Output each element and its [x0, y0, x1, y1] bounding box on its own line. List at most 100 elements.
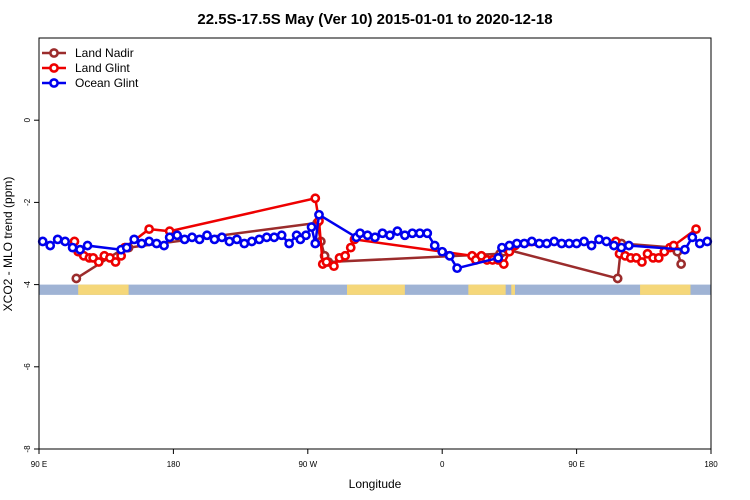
data-point [601, 236, 612, 247]
data-point [67, 242, 78, 253]
data-point [284, 238, 295, 249]
data-point [623, 240, 634, 251]
data-point [164, 232, 175, 243]
data-point [136, 238, 147, 249]
data-point [676, 259, 687, 269]
data-point [653, 252, 664, 263]
data-point [314, 209, 324, 220]
data-point [498, 259, 509, 269]
data-point [144, 224, 155, 235]
data-point [612, 273, 623, 284]
y-tick-label: -6 [23, 363, 32, 371]
data-point [75, 244, 85, 255]
legend-item: Ocean Glint [42, 76, 139, 90]
data-point [385, 230, 395, 241]
x-tick-label: 90 E [568, 460, 584, 469]
land-ocean-strip [39, 284, 711, 295]
data-point [121, 242, 132, 253]
data-point [345, 242, 356, 253]
data-point [194, 234, 205, 245]
data-point [519, 238, 530, 249]
data-point [526, 236, 537, 247]
data-point [231, 234, 242, 245]
data-point [37, 236, 48, 247]
x-tick-label: 180 [704, 460, 718, 469]
data-point [579, 236, 589, 247]
data-point [444, 250, 455, 261]
data-point [71, 273, 82, 284]
series-land-nadir [71, 218, 687, 284]
data-point [217, 232, 227, 243]
land-segment [78, 284, 129, 295]
data-point [541, 238, 552, 249]
chart-title: 22.5S-17.5S May (Ver 10) 2015-01-01 to 2… [197, 11, 552, 28]
data-point [586, 240, 597, 251]
legend-label: Land Glint [75, 61, 130, 75]
data-point [310, 238, 321, 249]
y-tick-label: -2 [23, 198, 32, 206]
data-point [301, 230, 311, 241]
data-point [329, 261, 339, 272]
x-axis: 90 E 180 90 W 0 90 E 180 [31, 449, 718, 469]
data-point [377, 228, 388, 239]
data-point [399, 230, 410, 241]
data-point [702, 236, 713, 247]
legend-label: Land Nadir [75, 46, 134, 60]
data-point [564, 238, 575, 249]
land-segment [511, 284, 515, 295]
data-point [422, 228, 433, 239]
legend-item: Land Glint [42, 61, 130, 75]
data-point [594, 234, 604, 245]
data-point [370, 232, 380, 243]
data-point [694, 238, 705, 249]
data-point [321, 257, 332, 267]
legend-marker [49, 78, 59, 88]
y-axis-label: XCO2 - MLO trend (ppm) [1, 177, 15, 312]
legend-item: Land Nadir [42, 46, 134, 60]
data-point [261, 232, 272, 243]
data-point [493, 252, 504, 263]
data-point [209, 234, 220, 245]
data-point [224, 236, 235, 247]
data-point [246, 236, 257, 247]
legend-marker [49, 48, 59, 58]
x-tick-label: 90 E [31, 460, 47, 469]
data-point [616, 242, 627, 253]
series-ocean-glint [37, 209, 713, 274]
data-point [269, 232, 280, 243]
data-point [60, 236, 71, 247]
x-tick-label: 180 [167, 460, 181, 469]
data-point [497, 242, 507, 253]
data-point [172, 230, 183, 241]
data-point [151, 238, 162, 249]
y-tick-label: -4 [23, 280, 32, 288]
land-segment [468, 284, 506, 295]
data-point [549, 236, 560, 247]
data-point [340, 250, 351, 261]
y-tick-label: 0 [23, 117, 32, 122]
land-segment [640, 284, 691, 295]
data-point [679, 244, 690, 255]
data-point [52, 234, 63, 245]
data-point [306, 222, 317, 232]
data-point [129, 234, 140, 245]
y-axis: 0 -2 -4 -6 -8 [23, 117, 39, 453]
data-point [691, 224, 701, 235]
data-point [362, 230, 373, 241]
x-tick-label: 90 W [298, 460, 317, 469]
data-point [504, 240, 515, 251]
data-point [407, 228, 418, 239]
data-point [110, 257, 121, 267]
series-layer [37, 193, 713, 284]
land-segment [347, 284, 405, 295]
legend-label: Ocean Glint [75, 76, 139, 90]
data-point [310, 193, 321, 204]
data-point [239, 238, 250, 249]
data-point [437, 246, 448, 257]
data-point [392, 226, 403, 237]
data-point [571, 238, 582, 249]
plot-frame [38, 37, 712, 450]
data-point [202, 230, 212, 241]
